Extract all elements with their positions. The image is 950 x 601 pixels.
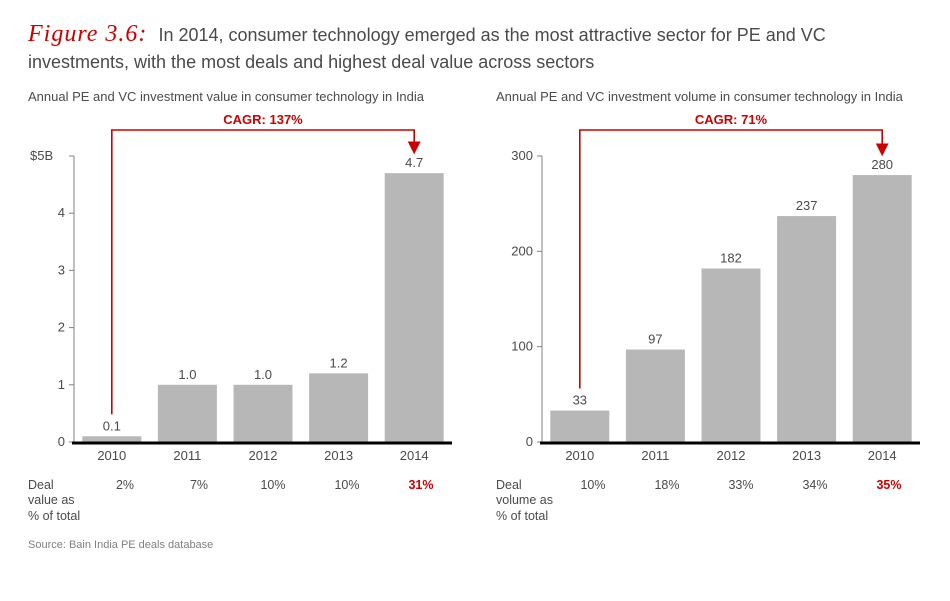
- chart-right-pct-row: Dealvolume as% of total 10%18%33%34%35%: [496, 478, 926, 525]
- svg-text:0: 0: [526, 434, 533, 449]
- svg-text:2012: 2012: [249, 448, 278, 463]
- pct-value: 31%: [384, 478, 458, 525]
- pct-value: 35%: [852, 478, 926, 525]
- svg-text:2013: 2013: [792, 448, 821, 463]
- pct-value: 10%: [556, 478, 630, 525]
- bar: [158, 384, 217, 441]
- bar: [550, 410, 609, 441]
- pct-label-right: Dealvolume as% of total: [496, 478, 556, 525]
- svg-text:CAGR: 137%: CAGR: 137%: [223, 112, 303, 127]
- pct-value: 10%: [310, 478, 384, 525]
- svg-text:2011: 2011: [173, 448, 201, 463]
- svg-text:2011: 2011: [641, 448, 669, 463]
- figure-number: Figure 3.6:: [28, 21, 147, 47]
- pct-value: 33%: [704, 478, 778, 525]
- svg-text:CAGR: 71%: CAGR: 71%: [695, 112, 768, 127]
- svg-text:2: 2: [58, 319, 65, 334]
- bar: [702, 268, 761, 442]
- svg-text:2014: 2014: [400, 448, 429, 463]
- pct-value: 7%: [162, 478, 236, 525]
- svg-text:3: 3: [58, 262, 65, 277]
- svg-text:182: 182: [720, 250, 742, 265]
- bar: [385, 173, 444, 442]
- svg-text:2010: 2010: [565, 448, 594, 463]
- svg-text:1.2: 1.2: [330, 355, 348, 370]
- source-line: Source: Bain India PE deals database: [28, 539, 922, 551]
- svg-text:1: 1: [58, 376, 65, 391]
- svg-text:200: 200: [511, 243, 533, 258]
- bar: [234, 384, 293, 441]
- bar: [853, 175, 912, 442]
- chart-right-title: Annual PE and VC investment volume in co…: [496, 89, 926, 104]
- svg-text:0: 0: [58, 434, 65, 449]
- bar: [309, 373, 368, 442]
- chart-left-title: Annual PE and VC investment value in con…: [28, 89, 458, 104]
- bar: [82, 436, 141, 442]
- chart-right: Annual PE and VC investment volume in co…: [496, 89, 926, 525]
- svg-text:2013: 2013: [324, 448, 353, 463]
- chart-left-svg: 0 1 2 3 4 $5B 0.1 2010 1.0 2011 1.0 2012 1.2 2013 4.7 2…: [28, 110, 458, 470]
- bar: [777, 216, 836, 442]
- svg-text:237: 237: [796, 198, 818, 213]
- pct-label-left: Dealvalue as% of total: [28, 478, 88, 525]
- svg-text:4: 4: [58, 205, 65, 220]
- svg-text:1.0: 1.0: [178, 366, 196, 381]
- svg-text:2010: 2010: [97, 448, 126, 463]
- pct-value: 18%: [630, 478, 704, 525]
- svg-text:280: 280: [871, 157, 893, 172]
- svg-text:100: 100: [511, 338, 533, 353]
- chart-left: Annual PE and VC investment value in con…: [28, 89, 458, 525]
- svg-text:$5B: $5B: [30, 148, 53, 163]
- figure-title: Figure 3.6: In 2014, consumer technology…: [28, 18, 922, 75]
- svg-text:300: 300: [511, 148, 533, 163]
- pct-value: 2%: [88, 478, 162, 525]
- bar: [626, 349, 685, 441]
- chart-left-pct-row: Dealvalue as% of total 2%7%10%10%31%: [28, 478, 458, 525]
- pct-value: 34%: [778, 478, 852, 525]
- svg-text:2012: 2012: [717, 448, 746, 463]
- svg-text:1.0: 1.0: [254, 366, 272, 381]
- pct-value: 10%: [236, 478, 310, 525]
- svg-text:33: 33: [573, 392, 587, 407]
- svg-text:0.1: 0.1: [103, 418, 121, 433]
- svg-text:97: 97: [648, 331, 662, 346]
- svg-text:4.7: 4.7: [405, 155, 423, 170]
- svg-text:2014: 2014: [868, 448, 897, 463]
- figure-caption: In 2014, consumer technology emerged as …: [28, 25, 826, 72]
- chart-right-svg: 0 100 200 300 33 2010 97 2011 182 2012 237 2013 280 2…: [496, 110, 926, 470]
